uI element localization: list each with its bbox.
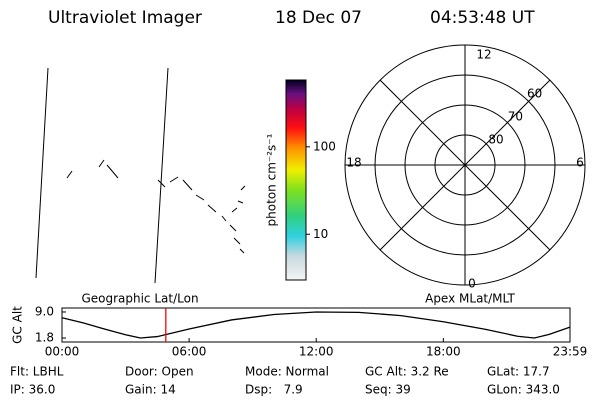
info-field: Gain: 14 [125,383,176,397]
y-axis-label: GC Alt [11,306,25,344]
orbit-line [61,311,571,339]
hour-label: 12 [476,48,491,62]
ring-label: 70 [508,110,523,124]
time: 04:53:48 UT [430,8,535,28]
hour-label: 0 [468,277,476,291]
axis-line [379,79,551,251]
info-field: GLat: 17.7 [487,365,550,379]
hour-label: 6 [576,156,584,170]
x-tick-label: 12:00 [299,345,334,359]
polar-ring [404,104,526,226]
x-tick-label: 18:00 [426,345,461,359]
date: 18 Dec 07 [275,8,362,28]
polar-plot [344,44,586,286]
x-tick-label: 06:00 [172,345,207,359]
info-field: GLon: 343.0 [487,383,560,397]
ring-label: 60 [527,87,542,101]
orbit-title: Geographic Lat/Lon [81,292,198,306]
polar-ring [374,74,556,256]
colorbar-tick-label: 10 [313,227,328,241]
info-field: Seq: 39 [365,383,411,397]
info-field: Mode: Normal [245,365,329,379]
info-field: Dsp: 7.9 [245,383,303,397]
colorbar-label: photon cm⁻²s⁻¹ [265,133,279,226]
x-tick-label: 23:59 [553,345,588,359]
info-field: Door: Open [125,365,194,379]
x-tick-label: 00:00 [45,345,80,359]
info-field: GC Alt: 3.2 Re [365,365,449,379]
colorbar-tick-label: 100 [313,139,336,153]
info-field: IP: 36.0 [10,383,55,397]
hour-label: 18 [346,156,361,170]
y-tick-label: 9.0 [35,304,54,318]
title: Ultraviolet Imager [48,8,202,28]
colorbar [285,79,307,281]
polar-boundary [344,44,586,286]
orbit-title: Apex MLat/MLT [425,292,515,306]
info-field: Flt: LBHL [10,365,64,379]
ring-label: 80 [488,133,503,147]
image-grid [35,67,246,284]
y-tick-label: 1.8 [35,331,54,345]
polar-ring [434,134,496,196]
